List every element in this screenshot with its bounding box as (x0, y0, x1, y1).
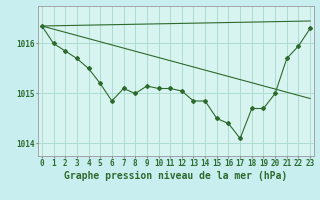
X-axis label: Graphe pression niveau de la mer (hPa): Graphe pression niveau de la mer (hPa) (64, 171, 288, 181)
